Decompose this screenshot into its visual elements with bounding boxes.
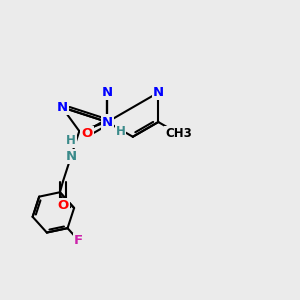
Text: N: N — [102, 86, 113, 99]
Text: N: N — [102, 116, 113, 128]
Text: N: N — [66, 150, 77, 163]
Text: F: F — [74, 234, 83, 247]
Text: CH3: CH3 — [165, 127, 192, 140]
Text: O: O — [57, 199, 68, 212]
Text: H: H — [66, 134, 76, 147]
Text: H: H — [116, 125, 125, 138]
Text: O: O — [81, 127, 92, 140]
Text: N: N — [153, 86, 164, 99]
Text: N: N — [56, 101, 68, 114]
